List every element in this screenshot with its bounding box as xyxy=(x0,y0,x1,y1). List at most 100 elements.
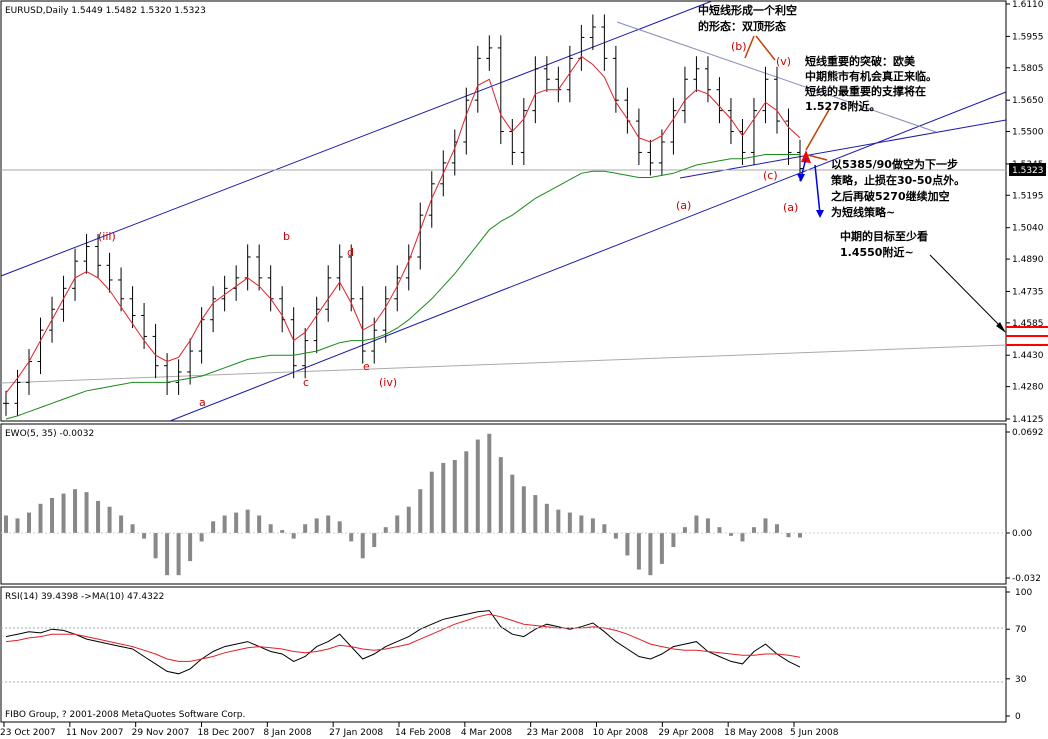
ohlc-bar xyxy=(3,390,9,416)
ewo-bar xyxy=(567,512,572,533)
annotation-text: 1.4550附近~ xyxy=(840,245,914,259)
ewo-bar xyxy=(96,500,101,533)
channel-lower-line xyxy=(169,91,1007,422)
ewo-bar xyxy=(303,524,308,533)
y-tick-label: -0.032 xyxy=(1012,574,1041,584)
ewo-bar xyxy=(38,503,43,533)
rsi-ma-line xyxy=(5,613,801,662)
ohlc-bar xyxy=(670,98,677,155)
ewo-bar xyxy=(372,533,377,548)
ewo-bar xyxy=(602,524,607,533)
ohlc-bar xyxy=(532,56,539,124)
blue-arrow-head-1 xyxy=(797,174,805,182)
ewo-bar xyxy=(671,533,676,548)
arrow-breakout xyxy=(805,107,831,151)
current-price-box xyxy=(1009,163,1046,176)
ewo-bar xyxy=(406,506,411,533)
ohlc-bar xyxy=(313,296,320,354)
y-tick-label: 1.5650 xyxy=(1012,96,1044,106)
ohlc-bar xyxy=(762,66,769,124)
ohlc-bar xyxy=(371,317,378,364)
ewo-bar xyxy=(360,533,365,559)
price-lines xyxy=(0,0,1048,422)
y-tick-label: 0.0692 xyxy=(1012,428,1044,438)
ewo-bar xyxy=(694,515,699,533)
wave-label: c xyxy=(303,376,309,389)
x-tick-label: 23 Oct 2007 xyxy=(0,728,56,738)
ewo-bar xyxy=(556,509,561,533)
ohlc-bar xyxy=(716,77,723,124)
wave-label: (iv) xyxy=(379,376,397,389)
annotation-text: 短线的最重要的支撑将在 xyxy=(805,84,926,98)
ohlc-bar xyxy=(221,275,228,312)
y-tick-label: 1.4890 xyxy=(1012,255,1044,265)
x-tick-label: 18 Dec 2007 xyxy=(198,728,256,738)
ewo-bar xyxy=(475,439,480,533)
wave-label: e xyxy=(363,360,370,373)
ewo-bar xyxy=(119,515,124,533)
ohlc-bar xyxy=(417,202,424,270)
rsi-title: RSI(14) 39.4398 ->MA(10) 47.4322 xyxy=(5,592,164,602)
price-y-axis: 1.61101.59551.58051.56501.55001.53451.51… xyxy=(1006,0,1044,425)
arrow-v xyxy=(755,35,776,61)
wave-label: (b) xyxy=(731,40,747,53)
ewo-bar xyxy=(326,515,331,533)
ewo-bar xyxy=(4,515,8,533)
ewo-bar xyxy=(15,518,20,533)
ewo-bar xyxy=(107,506,112,533)
ewo-bar xyxy=(636,533,641,570)
ewo-bar xyxy=(234,512,239,533)
wave-labels: (iii) b d c e (iv) a (a) (b) (c) (a) (v) xyxy=(98,40,798,409)
ohlc-bar xyxy=(256,244,263,291)
wave-label: a xyxy=(199,396,206,409)
annotations: 中短线形成一个利空 的形态：双顶形态 短线重要的突破：欧美 中期熊市有机会真正来… xyxy=(698,3,965,259)
ewo-bar xyxy=(452,460,457,533)
x-tick-label: 29 Apr 2008 xyxy=(658,728,714,738)
ewo-bar xyxy=(774,524,779,533)
ewo-bar xyxy=(50,497,55,533)
ohlc-bar xyxy=(497,35,504,145)
ewo-bar xyxy=(751,527,756,533)
ewo-title: EWO(5, 35) -0.0032 xyxy=(5,429,94,439)
ohlc-bar xyxy=(83,233,90,274)
ewo-bar xyxy=(464,451,469,533)
ewo-bar xyxy=(798,533,802,538)
ewo-bar xyxy=(383,527,388,533)
ohlc-bar xyxy=(394,265,401,312)
red-arrow-up xyxy=(801,150,811,163)
rsi-y-axis: 100 70 30 0 xyxy=(1006,588,1032,722)
y-tick-label: 1.6110 xyxy=(1012,0,1044,10)
ewo-bar xyxy=(510,474,515,533)
ewo-bar xyxy=(130,524,135,533)
ohlc-bar xyxy=(486,35,493,71)
ohlc-bar xyxy=(290,307,297,379)
ohlc-bar xyxy=(566,45,573,103)
ewo-bar xyxy=(521,486,526,533)
ewo-bar xyxy=(429,471,434,533)
channel-upper-line xyxy=(0,0,713,277)
ewo-bar xyxy=(280,530,285,533)
ohlc-bar xyxy=(750,98,757,165)
ohlc-bar xyxy=(210,286,217,333)
ohlc-bar xyxy=(152,323,159,379)
annotation-text: 短线重要的突破：欧美 xyxy=(805,54,916,68)
wave-label: (c) xyxy=(763,169,778,182)
ewo-bar xyxy=(786,533,791,538)
ewo-bar xyxy=(199,533,204,542)
ewo-bar xyxy=(728,533,733,536)
ohlc-bar xyxy=(543,56,550,92)
ohlc-bar xyxy=(658,129,665,176)
ohlc-bar xyxy=(601,14,608,71)
annotation-text: 策略，止损在30-50点外。 xyxy=(830,173,965,187)
y-tick-label: 1.4280 xyxy=(1012,383,1044,393)
annotation-text: 之后再破5270继续加空 xyxy=(831,189,950,203)
ohlc-bar xyxy=(681,66,688,124)
ohlc-bar xyxy=(727,98,734,145)
ewo-bar xyxy=(268,524,273,533)
wave-label: b xyxy=(283,230,290,243)
ewo-bar xyxy=(763,518,768,533)
ewo-bar xyxy=(533,495,538,533)
x-tick-label: 11 Nov 2007 xyxy=(66,728,124,738)
ewo-bar xyxy=(257,515,262,533)
ohlc-bar xyxy=(175,359,182,395)
